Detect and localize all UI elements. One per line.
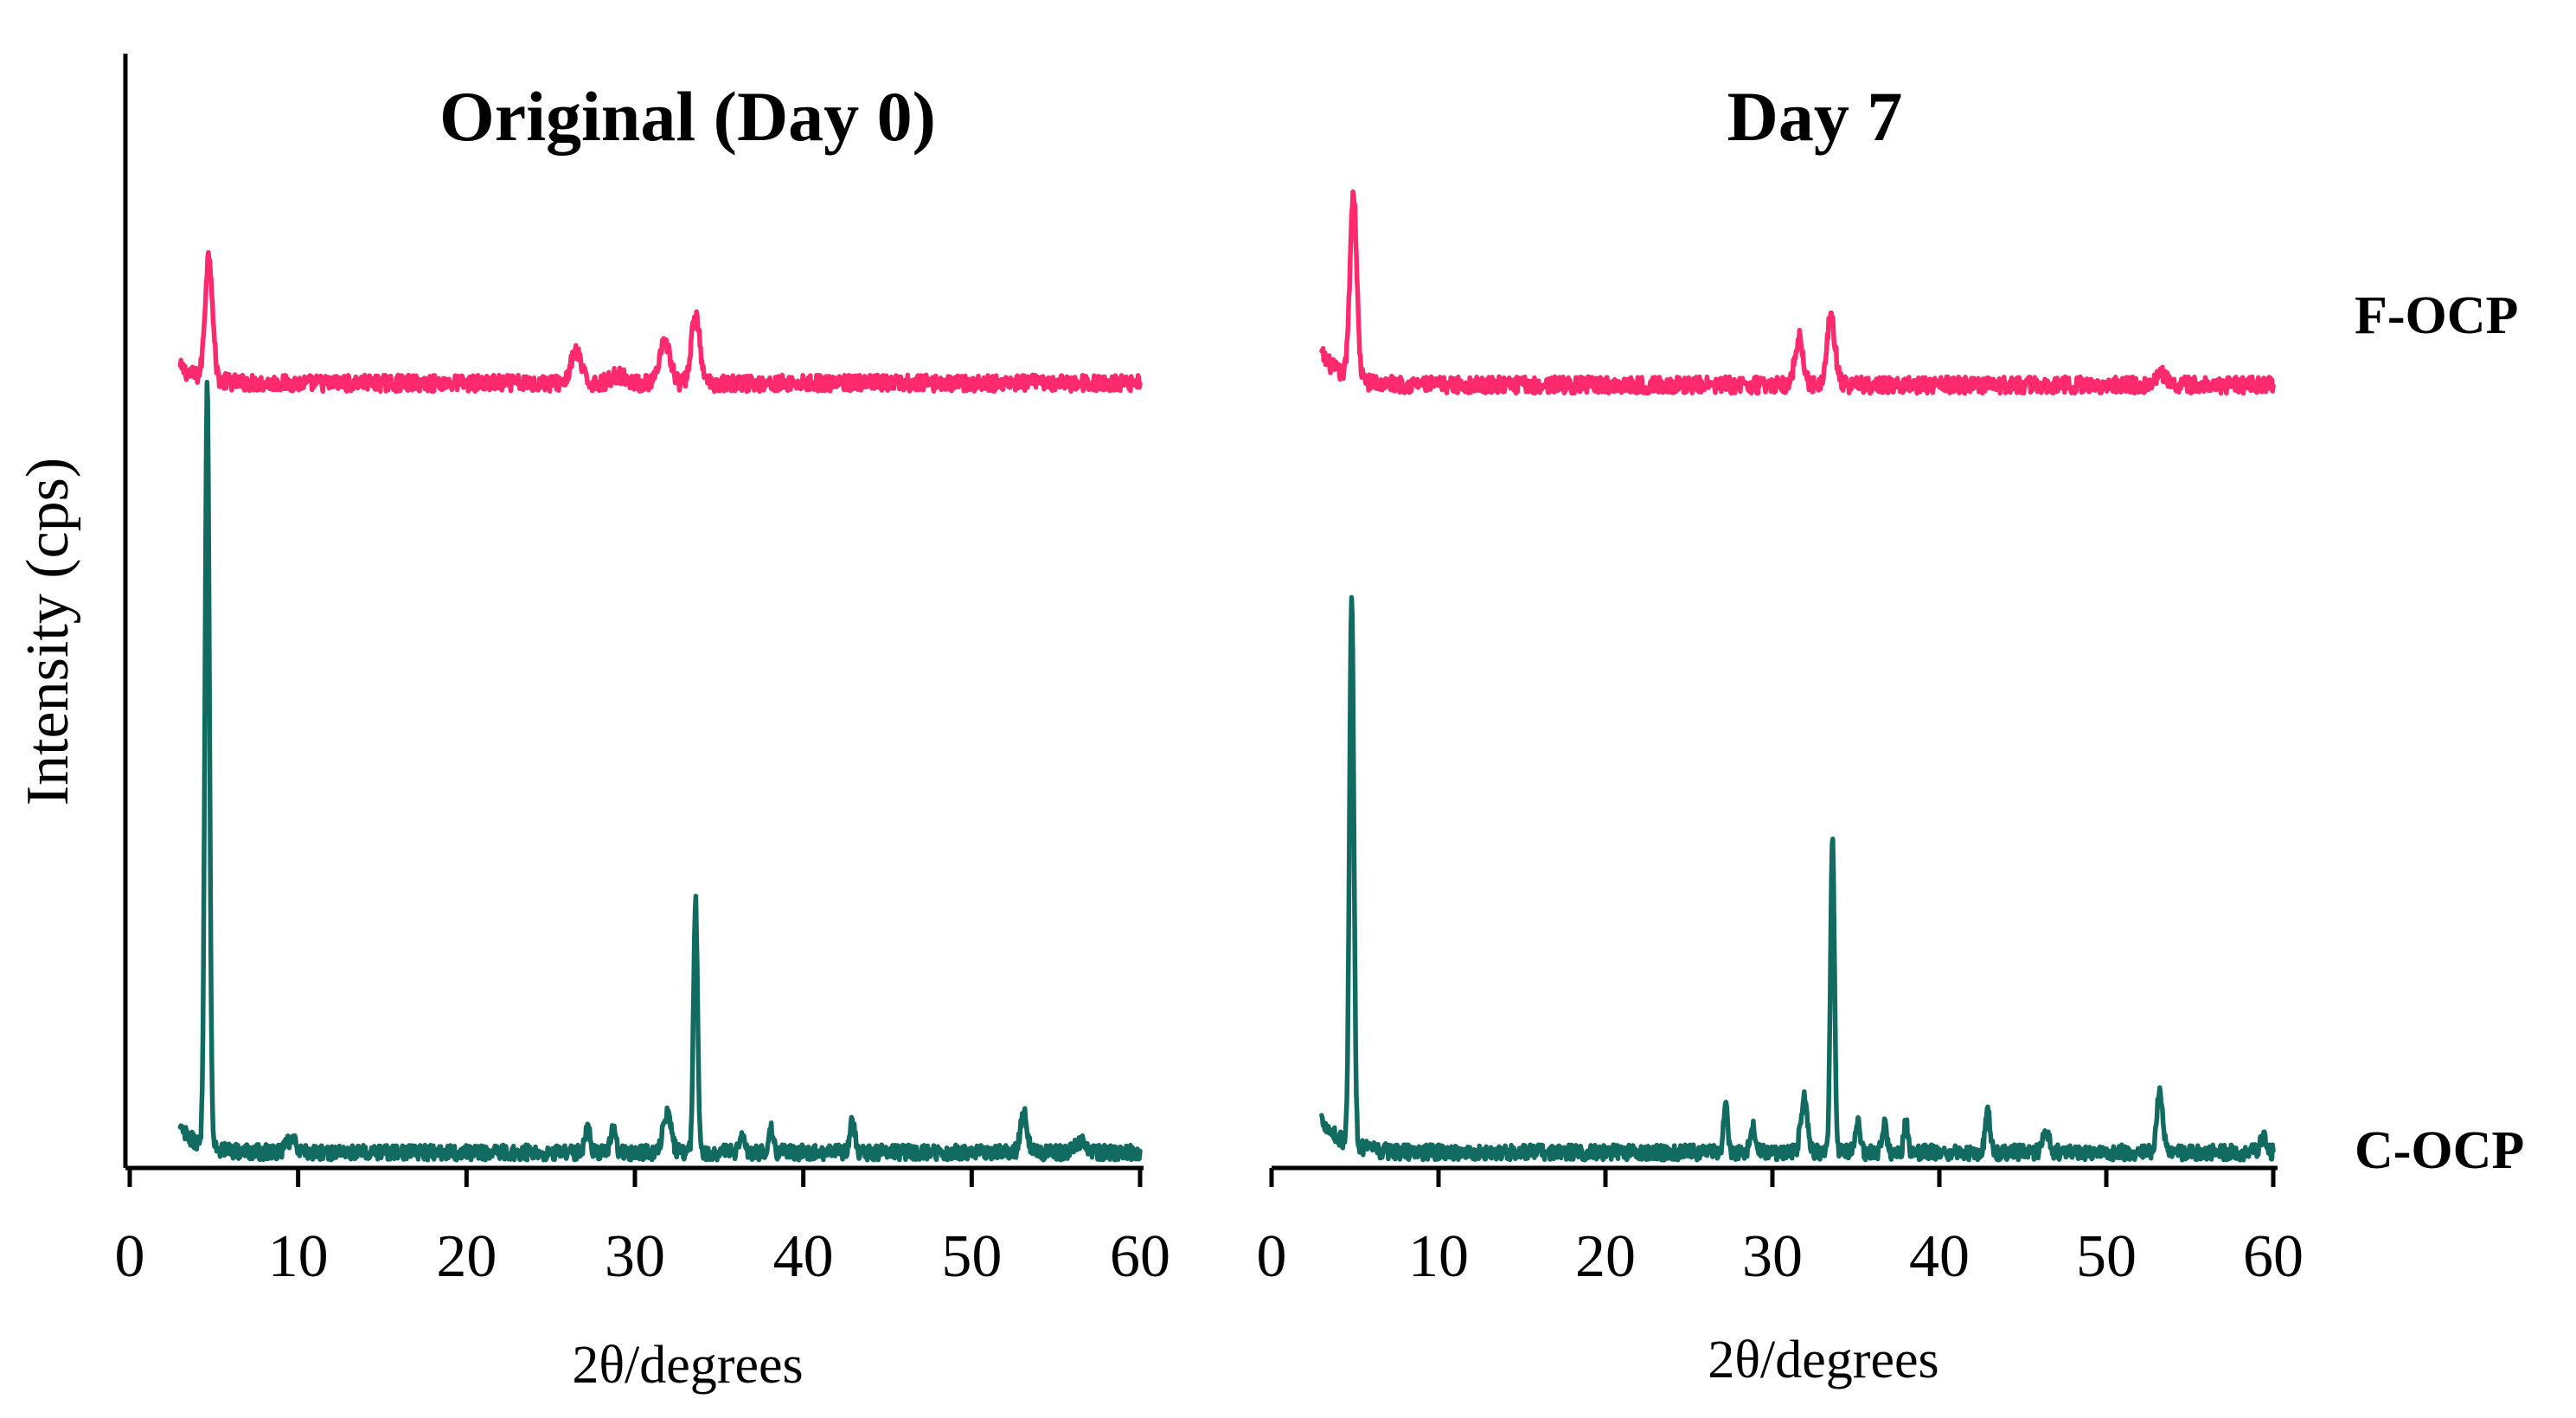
x-tick-label-40: 40 bbox=[773, 1223, 834, 1290]
trace-c-ocp-day-0 bbox=[177, 379, 1143, 1163]
x-tick-label-0: 0 bbox=[1257, 1223, 1287, 1290]
series-label-c-ocp: C-OCP bbox=[2355, 1121, 2524, 1180]
panel-title-day-0: Original (Day 0) bbox=[439, 77, 936, 156]
x-tick-label-20: 20 bbox=[1575, 1223, 1636, 1290]
panel-title-day-7: Day 7 bbox=[1727, 77, 1903, 156]
x-tick-label-50: 50 bbox=[941, 1223, 1002, 1290]
series-label-f-ocp: F-OCP bbox=[2355, 286, 2518, 345]
trace-f-ocp-day-7 bbox=[1319, 189, 2276, 396]
trace-f-ocp-day-0 bbox=[177, 250, 1143, 395]
x-tick-label-20: 20 bbox=[436, 1223, 497, 1290]
x-ticks-day-0: 0 10 20 30 40 50 60 bbox=[115, 1168, 1170, 1290]
x-axis-title-day-0: 2θ/degrees bbox=[572, 1336, 803, 1395]
traces-day-0 bbox=[177, 250, 1143, 1163]
panel-day-0: Original (Day 0) 0 10 20 30 40 50 60 2θ/degree… bbox=[115, 77, 1171, 1395]
x-tick-label-30: 30 bbox=[605, 1223, 665, 1290]
trace-c-ocp-day-7 bbox=[1319, 594, 2276, 1163]
x-tick-label-60: 60 bbox=[2243, 1223, 2304, 1290]
x-tick-label-60: 60 bbox=[1110, 1223, 1170, 1290]
x-tick-label-50: 50 bbox=[2076, 1223, 2137, 1290]
x-tick-label-10: 10 bbox=[1408, 1223, 1469, 1290]
traces-day-7 bbox=[1319, 189, 2276, 1163]
y-axis-title: Intensity (cps) bbox=[15, 458, 81, 805]
x-tick-label-40: 40 bbox=[1909, 1223, 1970, 1290]
x-tick-label-0: 0 bbox=[115, 1223, 145, 1290]
x-ticks-day-7: 0 10 20 30 40 50 60 bbox=[1257, 1168, 2304, 1290]
x-tick-label-10: 10 bbox=[268, 1223, 329, 1290]
x-tick-label-30: 30 bbox=[1742, 1223, 1803, 1290]
x-axis-title-day-7: 2θ/degrees bbox=[1708, 1331, 1938, 1389]
panel-day-7: Day 7 0 10 20 30 40 50 60 2θ/degrees bbox=[1257, 77, 2304, 1389]
